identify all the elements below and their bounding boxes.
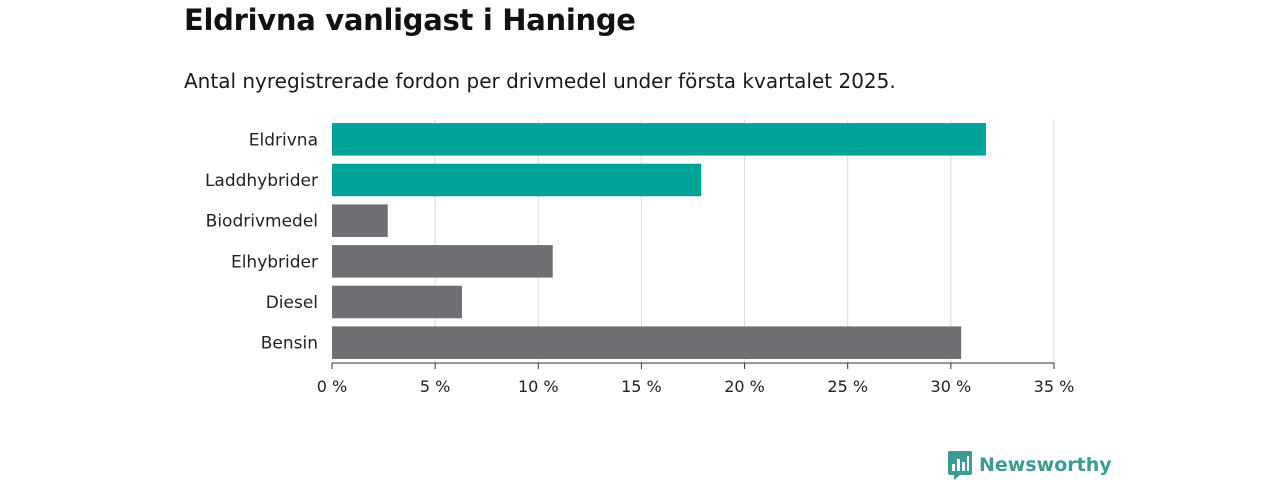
bar-bensin[interactable] [332,326,962,359]
x-axis: 0 % 5 % 10 % 15 % 20 % 25 % 30 % 35 % [317,362,1075,396]
newsworthy-brand[interactable]: Newsworthy [948,450,1112,480]
x-tick-label: 10 % [518,377,559,396]
category-label: Biodrivmedel [206,212,318,232]
category-label: Laddhybrider [205,171,318,191]
bars [332,123,986,359]
x-tick-label: 5 % [420,377,450,396]
category-label: Bensin [261,334,318,354]
category-label: Eldrivna [249,130,318,150]
bar-biodrivmedel[interactable] [332,204,388,237]
category-label: Elhybrider [231,252,318,272]
bar-eldrivna[interactable] [332,123,986,156]
bar-chart: Eldrivna Laddhybrider Biodrivmedel Elhybrid… [205,119,1075,396]
newsworthy-logo-icon [948,450,972,480]
bar-laddhybrider[interactable] [332,163,702,197]
category-labels: Eldrivna Laddhybrider Biodrivmedel Elhybrid… [205,130,318,353]
gridlines [434,119,1055,363]
x-tick-label: 25 % [827,377,868,396]
chart-title: Eldrivna vanligast i Haninge [184,3,636,37]
x-tick-label: 15 % [621,377,662,396]
newsworthy-logo-text: Newsworthy [979,454,1112,476]
x-tick-label: 20 % [724,377,765,396]
bar-elhybrider[interactable] [332,245,553,278]
category-label: Diesel [266,293,318,313]
x-tick-label: 0 % [317,377,347,396]
x-tick-label: 30 % [931,377,972,396]
chart-subtitle: Antal nyregistrerade fordon per drivmede… [184,69,896,93]
bar-diesel[interactable] [332,285,462,319]
x-tick-label: 35 % [1034,377,1075,396]
